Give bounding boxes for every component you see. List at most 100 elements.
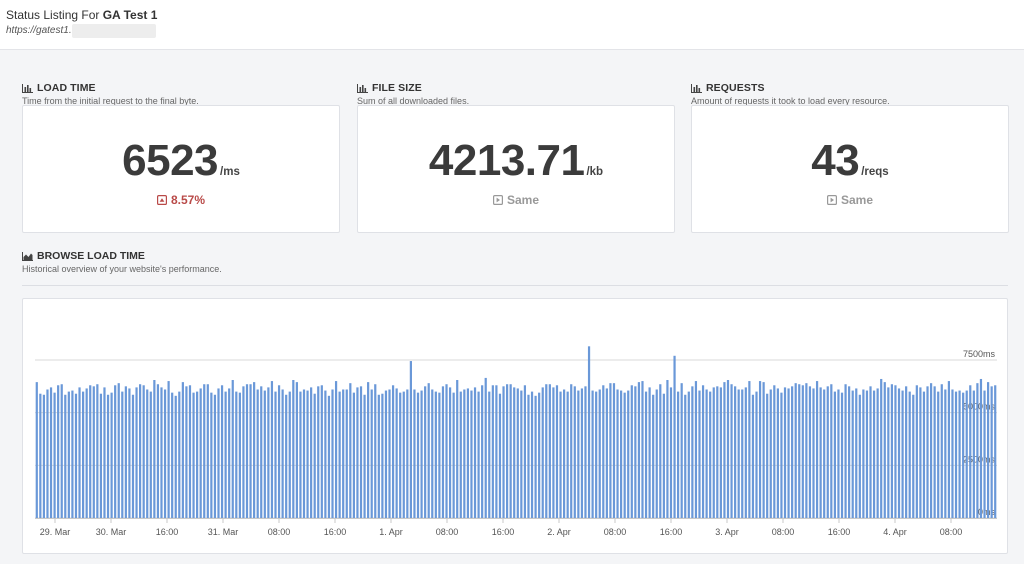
- load-time-bar[interactable]: [994, 385, 997, 518]
- load-time-bar[interactable]: [324, 390, 327, 518]
- load-time-bar[interactable]: [887, 387, 890, 518]
- load-time-bar[interactable]: [53, 392, 56, 518]
- load-time-bar[interactable]: [210, 392, 213, 518]
- load-time-bar[interactable]: [851, 390, 854, 518]
- load-time-bar[interactable]: [523, 385, 527, 518]
- load-time-bar[interactable]: [181, 382, 184, 518]
- load-time-bar[interactable]: [965, 390, 968, 518]
- load-time-bar[interactable]: [142, 385, 145, 518]
- load-time-bar[interactable]: [694, 381, 698, 518]
- load-time-bar[interactable]: [288, 391, 291, 518]
- load-time-bar[interactable]: [652, 394, 655, 518]
- load-time-bar[interactable]: [352, 392, 355, 518]
- load-time-bar[interactable]: [883, 382, 886, 518]
- load-time-bar[interactable]: [484, 377, 487, 518]
- load-time-bar[interactable]: [780, 392, 783, 518]
- load-time-bar[interactable]: [865, 390, 869, 518]
- load-time-bar[interactable]: [185, 386, 188, 518]
- load-time-bar[interactable]: [310, 387, 313, 518]
- load-time-bar[interactable]: [456, 380, 459, 518]
- load-time-bar[interactable]: [131, 394, 135, 518]
- load-time-bar[interactable]: [844, 384, 847, 518]
- load-time-bar[interactable]: [627, 390, 630, 518]
- load-time-bar[interactable]: [897, 388, 901, 518]
- load-time-bar[interactable]: [413, 389, 416, 518]
- load-time-bar[interactable]: [940, 384, 943, 518]
- load-time-bar[interactable]: [758, 381, 762, 518]
- load-time-bar[interactable]: [894, 385, 897, 518]
- load-time-bar[interactable]: [85, 388, 88, 518]
- load-time-bar[interactable]: [156, 384, 160, 518]
- load-time-bar[interactable]: [552, 387, 555, 518]
- load-time-bar[interactable]: [295, 382, 298, 518]
- load-time-bar[interactable]: [406, 389, 409, 518]
- load-time-bar[interactable]: [587, 346, 591, 518]
- load-time-bar[interactable]: [641, 381, 644, 518]
- load-time-bar[interactable]: [199, 388, 202, 518]
- load-time-bar[interactable]: [438, 392, 441, 518]
- load-time-bar[interactable]: [691, 386, 694, 518]
- load-time-bar[interactable]: [89, 385, 92, 518]
- load-time-bar[interactable]: [580, 388, 584, 518]
- load-time-bar[interactable]: [616, 389, 619, 518]
- load-time-bar[interactable]: [573, 386, 576, 518]
- load-time-bar[interactable]: [513, 387, 516, 518]
- load-time-bar[interactable]: [516, 388, 519, 518]
- load-time-bar[interactable]: [559, 391, 562, 518]
- load-time-bar[interactable]: [630, 385, 633, 518]
- load-time-bar[interactable]: [253, 382, 256, 518]
- load-time-bar[interactable]: [716, 386, 719, 518]
- load-time-bar[interactable]: [245, 384, 249, 518]
- load-time-bar[interactable]: [726, 380, 730, 518]
- load-time-bar[interactable]: [391, 385, 395, 518]
- load-time-bar[interactable]: [67, 391, 70, 518]
- load-time-bar[interactable]: [203, 384, 206, 518]
- load-time-bar[interactable]: [342, 389, 345, 518]
- load-time-bar[interactable]: [730, 384, 733, 518]
- load-time-bar[interactable]: [534, 395, 537, 518]
- load-time-bar[interactable]: [659, 384, 662, 518]
- load-time-bar[interactable]: [249, 384, 252, 518]
- load-time-bar[interactable]: [488, 391, 491, 518]
- load-time-bar[interactable]: [277, 385, 281, 518]
- load-time-bar[interactable]: [128, 388, 131, 518]
- load-time-bar[interactable]: [502, 386, 505, 518]
- site-url[interactable]: https://gatest1.: [6, 25, 72, 36]
- load-time-bar[interactable]: [545, 384, 548, 518]
- load-time-bar[interactable]: [178, 391, 181, 518]
- load-time-bar[interactable]: [281, 389, 284, 518]
- load-time-bar[interactable]: [356, 387, 359, 518]
- load-time-bar[interactable]: [990, 386, 993, 518]
- load-time-bar[interactable]: [146, 389, 149, 518]
- load-time-bar[interactable]: [235, 391, 238, 518]
- load-time-bar[interactable]: [270, 381, 274, 518]
- load-time-bar[interactable]: [505, 384, 509, 518]
- load-time-bar[interactable]: [213, 394, 217, 518]
- load-time-bar[interactable]: [937, 391, 940, 518]
- load-time-bar[interactable]: [655, 389, 658, 518]
- load-time-bar[interactable]: [748, 381, 751, 518]
- load-time-bar[interactable]: [673, 355, 676, 518]
- load-time-bar[interactable]: [808, 386, 812, 518]
- load-time-bar[interactable]: [947, 381, 951, 518]
- load-time-bar[interactable]: [495, 385, 498, 518]
- load-time-bar[interactable]: [972, 390, 975, 518]
- load-time-bar[interactable]: [331, 389, 334, 518]
- load-time-bar[interactable]: [823, 389, 826, 518]
- load-time-bar[interactable]: [609, 383, 612, 518]
- load-time-bar[interactable]: [826, 386, 829, 518]
- load-time-bar[interactable]: [477, 391, 480, 518]
- load-time-bar[interactable]: [260, 386, 263, 518]
- load-time-bar[interactable]: [734, 386, 737, 518]
- load-time-bar[interactable]: [976, 383, 979, 518]
- load-time-bar[interactable]: [409, 361, 412, 518]
- load-time-bar[interactable]: [783, 387, 787, 518]
- load-time-bar[interactable]: [196, 391, 199, 518]
- load-time-bar[interactable]: [242, 386, 245, 518]
- load-time-bar[interactable]: [644, 391, 648, 518]
- load-time-bar[interactable]: [858, 394, 861, 518]
- load-time-bar[interactable]: [712, 387, 715, 518]
- load-time-bar[interactable]: [463, 389, 466, 518]
- load-time-bar[interactable]: [584, 386, 587, 518]
- load-time-bar[interactable]: [224, 391, 227, 518]
